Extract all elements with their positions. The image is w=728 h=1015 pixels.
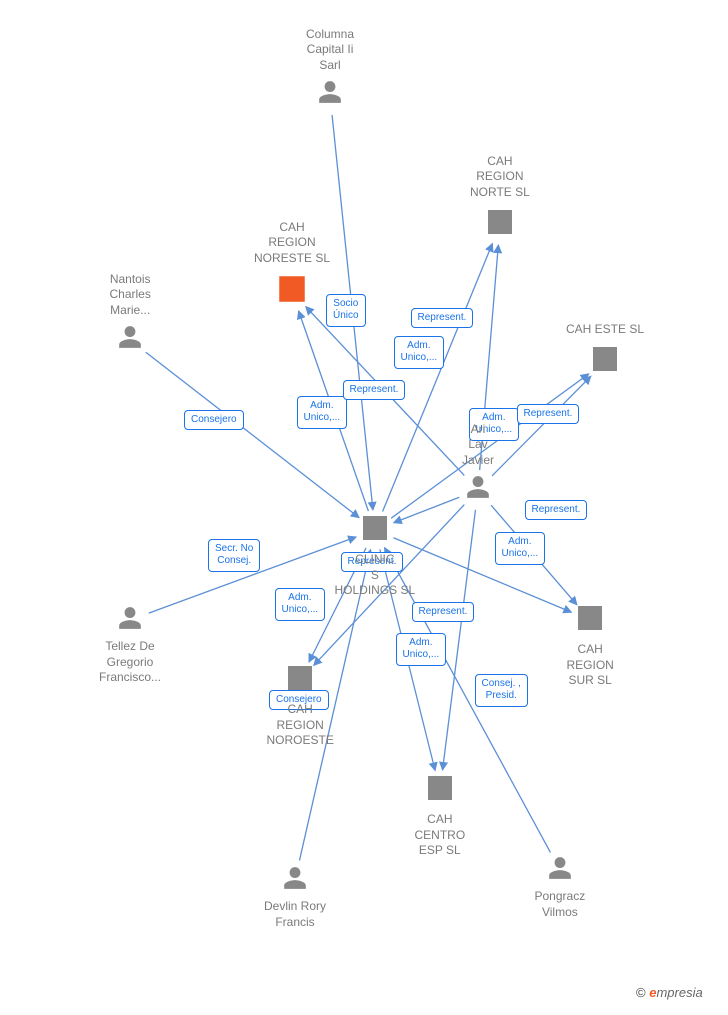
edge-arino-centro — [443, 510, 476, 770]
edge-columna-clinic — [332, 115, 373, 510]
edge-arino-este — [492, 376, 591, 476]
edge-clinic-norte — [383, 244, 493, 512]
copyright-symbol: © — [636, 985, 646, 1000]
edge-arino-sur — [491, 505, 577, 605]
edge-clinic-centro — [380, 549, 435, 770]
edge-clinic-este — [391, 374, 589, 518]
edge-clinic-noreste — [299, 311, 369, 511]
edge-tellez-clinic — [149, 537, 356, 613]
edge-devlin-clinic — [299, 549, 370, 860]
copyright: © empresia — [636, 985, 703, 1000]
edge-arino-clinic — [394, 497, 460, 523]
edge-clinic-sur — [393, 538, 571, 613]
brand-rest: mpresia — [656, 985, 702, 1000]
edge-arino-norte — [480, 245, 499, 470]
edge-arino-noreste — [306, 307, 465, 476]
edge-nantois-clinic — [146, 352, 359, 517]
graph-edges — [0, 0, 728, 1015]
edge-arino-noroeste — [314, 505, 465, 666]
